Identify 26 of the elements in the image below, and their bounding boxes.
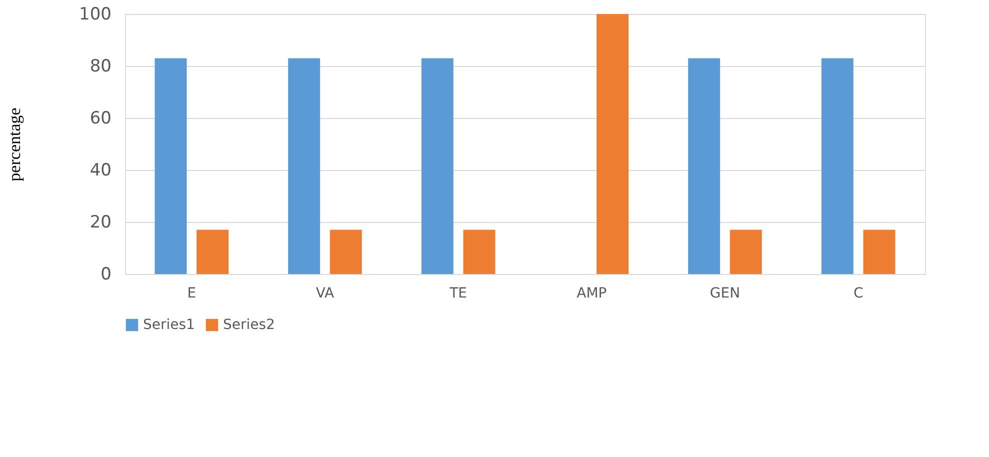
bar (330, 230, 362, 274)
y-tick-label: 80 (90, 56, 112, 76)
bar (596, 14, 629, 274)
x-tick-label: E (187, 286, 196, 302)
bar (730, 230, 762, 274)
x-tick-label: C (853, 286, 864, 302)
y-tick-label: 100 (79, 4, 112, 24)
bar (688, 58, 720, 274)
bar (863, 230, 896, 274)
legend-label: Series2 (223, 317, 275, 333)
bar (196, 230, 229, 274)
x-tick-label: TE (448, 286, 468, 302)
bar (821, 58, 854, 274)
y-tick-label: 60 (90, 108, 112, 128)
x-tick-label: GEN (710, 286, 740, 302)
x-tick-label: VA (316, 286, 335, 302)
y-axis-title: percentage (5, 108, 24, 182)
y-tick-label: 40 (90, 160, 112, 180)
y-tick-label: 0 (100, 264, 112, 284)
bar (154, 58, 187, 274)
y-tick-label: 20 (90, 212, 112, 232)
bar (463, 230, 496, 274)
legend-label: Series1 (143, 317, 195, 333)
x-tick-label: AMP (576, 286, 607, 302)
bar (288, 58, 320, 274)
bar (421, 58, 454, 274)
